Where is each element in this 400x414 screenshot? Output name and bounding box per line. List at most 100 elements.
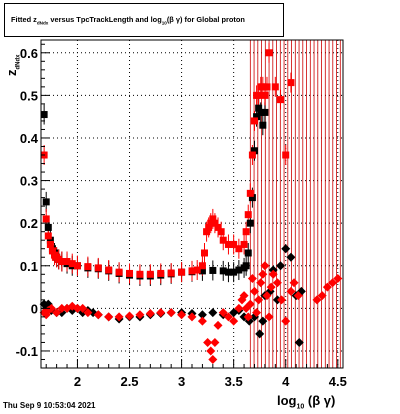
square-marker [244, 211, 252, 219]
diamond-marker [229, 316, 239, 326]
y-tick-label: 0.3 [20, 174, 38, 189]
diamond-marker [197, 316, 207, 326]
square-marker [94, 264, 102, 272]
diamond-marker [272, 278, 282, 288]
title-box: Fitted zdNdx versus TpcTrackLength and l… [4, 3, 284, 37]
square-marker [42, 215, 50, 223]
square-marker [146, 270, 154, 278]
square-marker [126, 269, 134, 277]
square-marker [40, 111, 48, 119]
square-marker [255, 91, 263, 99]
square-marker [235, 245, 243, 253]
square-marker [263, 83, 271, 91]
square-marker [157, 269, 165, 277]
data-points [39, 49, 343, 364]
diamond-marker [187, 312, 197, 322]
x-axis-label: log10 (β γ) [277, 393, 336, 411]
square-marker [257, 108, 265, 116]
diamond-marker [277, 295, 287, 305]
diamond-marker [213, 320, 223, 330]
square-marker [193, 266, 201, 274]
square-marker [205, 223, 213, 231]
diamond-marker [208, 354, 218, 364]
axis-ticks [41, 43, 339, 368]
square-marker [248, 194, 256, 202]
square-marker [209, 266, 217, 274]
square-marker [287, 79, 295, 87]
diamond-marker [276, 261, 286, 271]
diamond-marker [166, 308, 176, 318]
diamond-marker [286, 252, 296, 262]
square-marker [224, 268, 232, 276]
square-marker [235, 266, 243, 274]
square-marker [255, 104, 263, 112]
diamond-marker [312, 295, 322, 305]
square-marker [214, 223, 222, 231]
diamond-marker [93, 310, 103, 320]
square-marker [48, 247, 56, 255]
diamond-marker [210, 337, 220, 347]
diamond-marker [243, 312, 253, 322]
square-marker [188, 267, 196, 275]
square-marker [250, 147, 258, 155]
square-marker [253, 113, 261, 121]
diamond-marker [206, 346, 216, 356]
diamond-marker [293, 291, 303, 301]
y-axis-label: zdNdx [4, 54, 22, 77]
square-marker [246, 189, 254, 197]
square-marker [250, 117, 258, 125]
square-marker [105, 266, 113, 274]
square-marker [248, 151, 256, 159]
diamond-marker [333, 274, 343, 284]
square-marker [259, 121, 267, 129]
square-marker [200, 249, 208, 257]
y-tick-label: 0.5 [20, 88, 38, 103]
diamond-marker [245, 299, 255, 309]
square-marker [209, 215, 217, 223]
diamond-marker [258, 269, 268, 279]
x-tick-label: 4.5 [329, 374, 347, 389]
diamond-marker [156, 308, 166, 318]
square-marker [261, 108, 269, 116]
diamond-marker [322, 282, 332, 292]
diamond-marker [223, 312, 233, 322]
diamond-marker [104, 312, 114, 322]
square-marker [136, 270, 144, 278]
square-marker [42, 198, 50, 206]
diamond-marker [258, 316, 268, 326]
y-tick-label: 0.4 [20, 131, 39, 146]
square-marker [73, 262, 81, 270]
diamond-marker [114, 312, 124, 322]
square-marker [219, 236, 227, 244]
diamond-marker [289, 278, 299, 288]
y-tick-label: 0.2 [20, 216, 38, 231]
diamond-marker [252, 308, 262, 318]
diamond-marker [266, 282, 276, 292]
square-marker [219, 267, 227, 275]
diamond-marker [78, 303, 88, 313]
diamond-marker [72, 303, 82, 313]
square-marker [240, 240, 248, 248]
square-marker [44, 223, 52, 231]
diamond-marker [135, 310, 145, 320]
diamond-marker [203, 337, 213, 347]
diamond-marker [268, 269, 278, 279]
diamond-marker [260, 261, 270, 271]
square-marker [167, 269, 175, 277]
diamond-marker [254, 295, 264, 305]
diamond-marker [197, 310, 207, 320]
square-marker [211, 219, 219, 227]
diamond-marker [52, 308, 62, 318]
square-marker [198, 262, 206, 270]
diamond-marker [328, 278, 338, 288]
x-tick-label: 2.5 [120, 374, 138, 389]
diamond-marker [255, 329, 265, 339]
tick-labels: 2 2.5 3 3.5 4 4.5 -0.1 0 0.1 0.2 0.3 0.4 0.5 0.6 [16, 46, 347, 389]
square-marker [217, 228, 225, 236]
square-marker [46, 240, 54, 248]
x-tick-label: 3.5 [225, 374, 243, 389]
square-marker [198, 267, 206, 275]
diamond-marker [281, 244, 291, 254]
diamond-marker [57, 303, 67, 313]
diamond-marker [281, 316, 291, 326]
